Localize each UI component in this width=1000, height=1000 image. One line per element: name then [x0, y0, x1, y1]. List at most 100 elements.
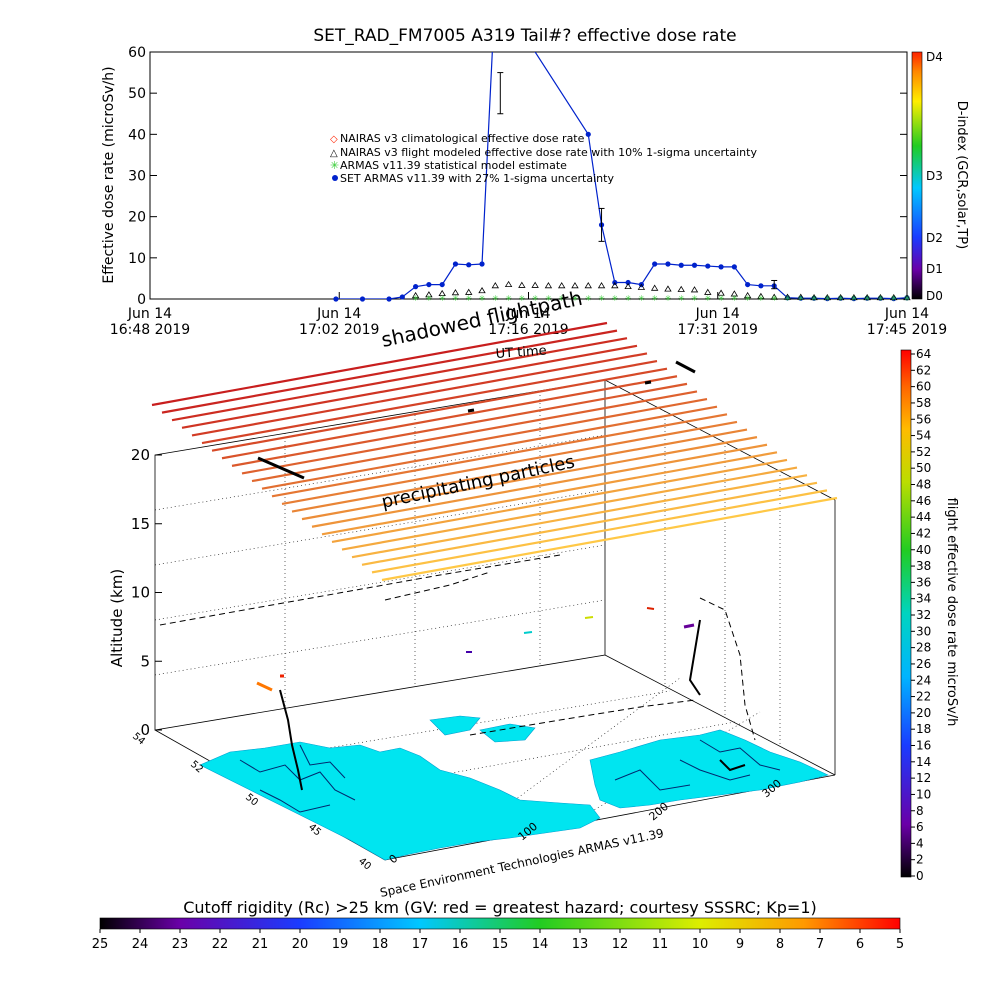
particle-stripe [261, 405, 718, 490]
point-set-armas [452, 261, 459, 267]
rc-tick-label: 25 [92, 937, 109, 952]
point-armas-model: ✳ [651, 294, 658, 303]
dose-tick-label: 6 [916, 820, 924, 834]
dose-tick-label: 62 [916, 363, 931, 377]
point-set-armas [399, 294, 405, 300]
back-wall-edge-right [604, 379, 836, 501]
point-nairas-flight [797, 293, 805, 300]
dose-tick-label: 36 [916, 575, 931, 589]
particle-stripe [181, 344, 638, 429]
point-nairas-flight [518, 281, 526, 288]
point-nairas-flight [876, 293, 885, 301]
point-armas-model: ✳ [426, 294, 433, 303]
altitude-axis-label: Altitude (km) [108, 569, 126, 667]
point-nairas-flight [783, 293, 792, 300]
point-set-armas [705, 263, 711, 269]
dose-tick-label: 40 [916, 543, 931, 557]
point-nairas-flight [425, 291, 433, 298]
point-nairas-flight [571, 282, 579, 289]
point-armas-model: ✳ [837, 294, 844, 303]
point-set-armas [652, 261, 658, 267]
point-armas-model: ✳ [904, 294, 911, 303]
legend-marker-armas-model: ✳ [330, 159, 339, 172]
point-armas-model: ✳ [665, 294, 672, 303]
rc-tick-label: 12 [612, 937, 629, 952]
point-armas-model: ✳ [890, 294, 897, 303]
rc-tick-label: 16 [452, 937, 469, 952]
particle-stripe [211, 367, 668, 452]
dose-tick-label: 64 [916, 347, 931, 361]
point-armas-model: ✳ [758, 294, 765, 303]
dose-tick-label: 12 [916, 771, 931, 785]
particle-stripe [231, 382, 688, 467]
dose-tick-label: 20 [916, 706, 931, 720]
dose-tick-label: 8 [916, 804, 924, 818]
point-set-armas [745, 281, 751, 288]
point-nairas-flight [597, 282, 606, 289]
point-armas-model: ✳ [519, 294, 526, 303]
point-nairas-flight [863, 293, 871, 301]
point-nairas-flight [531, 281, 539, 288]
point-set-armas [678, 262, 684, 268]
point-nairas-flight [757, 292, 765, 299]
precipitating-particles-layer [151, 321, 838, 582]
rc-tick-label: 9 [736, 937, 744, 952]
rc-tick-label: 7 [816, 937, 824, 952]
point-armas-model: ✳ [611, 294, 618, 303]
point-nairas-flight [810, 293, 818, 301]
rc-tick-label: 22 [212, 937, 229, 952]
particle-stripe [291, 428, 748, 513]
point-set-armas [359, 296, 366, 302]
alt-tick-label: 0 [140, 721, 150, 739]
point-set-armas [439, 281, 445, 288]
point-nairas-flight [637, 283, 646, 290]
point-set-armas [413, 284, 419, 290]
point-nairas-flight [491, 282, 500, 289]
rc-tick-label: 17 [412, 937, 429, 952]
legend-marker-set-armas [332, 175, 338, 181]
dose-tick-label: 4 [916, 836, 924, 850]
particle-stripe [361, 481, 818, 566]
top-xtick-label-date: Jun 14 [127, 306, 172, 322]
dose-tick-label: 30 [916, 624, 931, 638]
point-armas-model: ✳ [797, 294, 804, 303]
point-nairas-flight [664, 285, 672, 292]
point-set-armas [691, 262, 698, 268]
top-xtick-label-date: Jun 14 [316, 306, 361, 322]
3d-plot: shadowed flightpath UT time precipitatin… [108, 286, 838, 900]
dose-tick-label: 26 [916, 657, 931, 671]
point-nairas-flight [584, 282, 592, 289]
point-nairas-flight [557, 282, 566, 289]
chart-title: SET_RAD_FM7005 A319 Tail#? effective dos… [313, 26, 736, 46]
legend-entry-nairas-flight: NAIRAS v3 flight modeled effective dose … [340, 146, 757, 159]
point-armas-model: ✳ [492, 294, 499, 303]
dose-tick-label: 22 [916, 690, 931, 704]
alt-tick-label: 10 [131, 584, 150, 602]
top-xtick-label-time: 17:45 2019 [867, 322, 947, 338]
top-xtick-label-date: Jun 14 [695, 306, 740, 322]
upper-flight-marks [257, 360, 696, 480]
point-set-armas [758, 283, 764, 289]
top-series-group: ✳ ✳ ✳ ✳ ✳ ✳ ✳ ✳ ✳ ✳ ✳ ✳ ✳ ✳ ✳ ✳ ✳ ✳ ✳ ✳ ✳ ✳ ✳ ✳ ✳ ✳ ✳ ✳ ✳ ✳ ✳ ✳ ✳ ✳ ✳ ✳ ✳ ✳ [333, 52, 911, 303]
point-nairas-flight [704, 288, 712, 295]
rc-colorbar-ticks: 25 24 23 22 21 20 19 18 17 16 15 14 13 12 11 10 9 8 7 6 5 [92, 929, 904, 952]
point-armas-model: ✳ [505, 294, 512, 303]
point-armas-model: ✳ [625, 294, 632, 303]
annotation-ut-time: UT time [495, 343, 547, 362]
dose-tick-label: 48 [916, 478, 931, 492]
dose-tick-label: 44 [916, 510, 931, 524]
dose-tick-label: 10 [916, 787, 931, 801]
point-nairas-flight [504, 280, 513, 287]
point-set-armas [731, 264, 737, 270]
lat-tick-52: 52 [188, 759, 205, 776]
rc-tick-label: 10 [692, 937, 709, 952]
point-nairas-flight [730, 290, 739, 297]
dose-colorbar [900, 349, 912, 878]
point-set-armas [333, 296, 339, 302]
point-nairas-flight [690, 286, 699, 293]
dose-tick-label: 0 [916, 869, 924, 883]
particle-stripe [251, 398, 708, 483]
dose-tick-label: 34 [916, 592, 931, 606]
point-set-armas [479, 261, 485, 267]
